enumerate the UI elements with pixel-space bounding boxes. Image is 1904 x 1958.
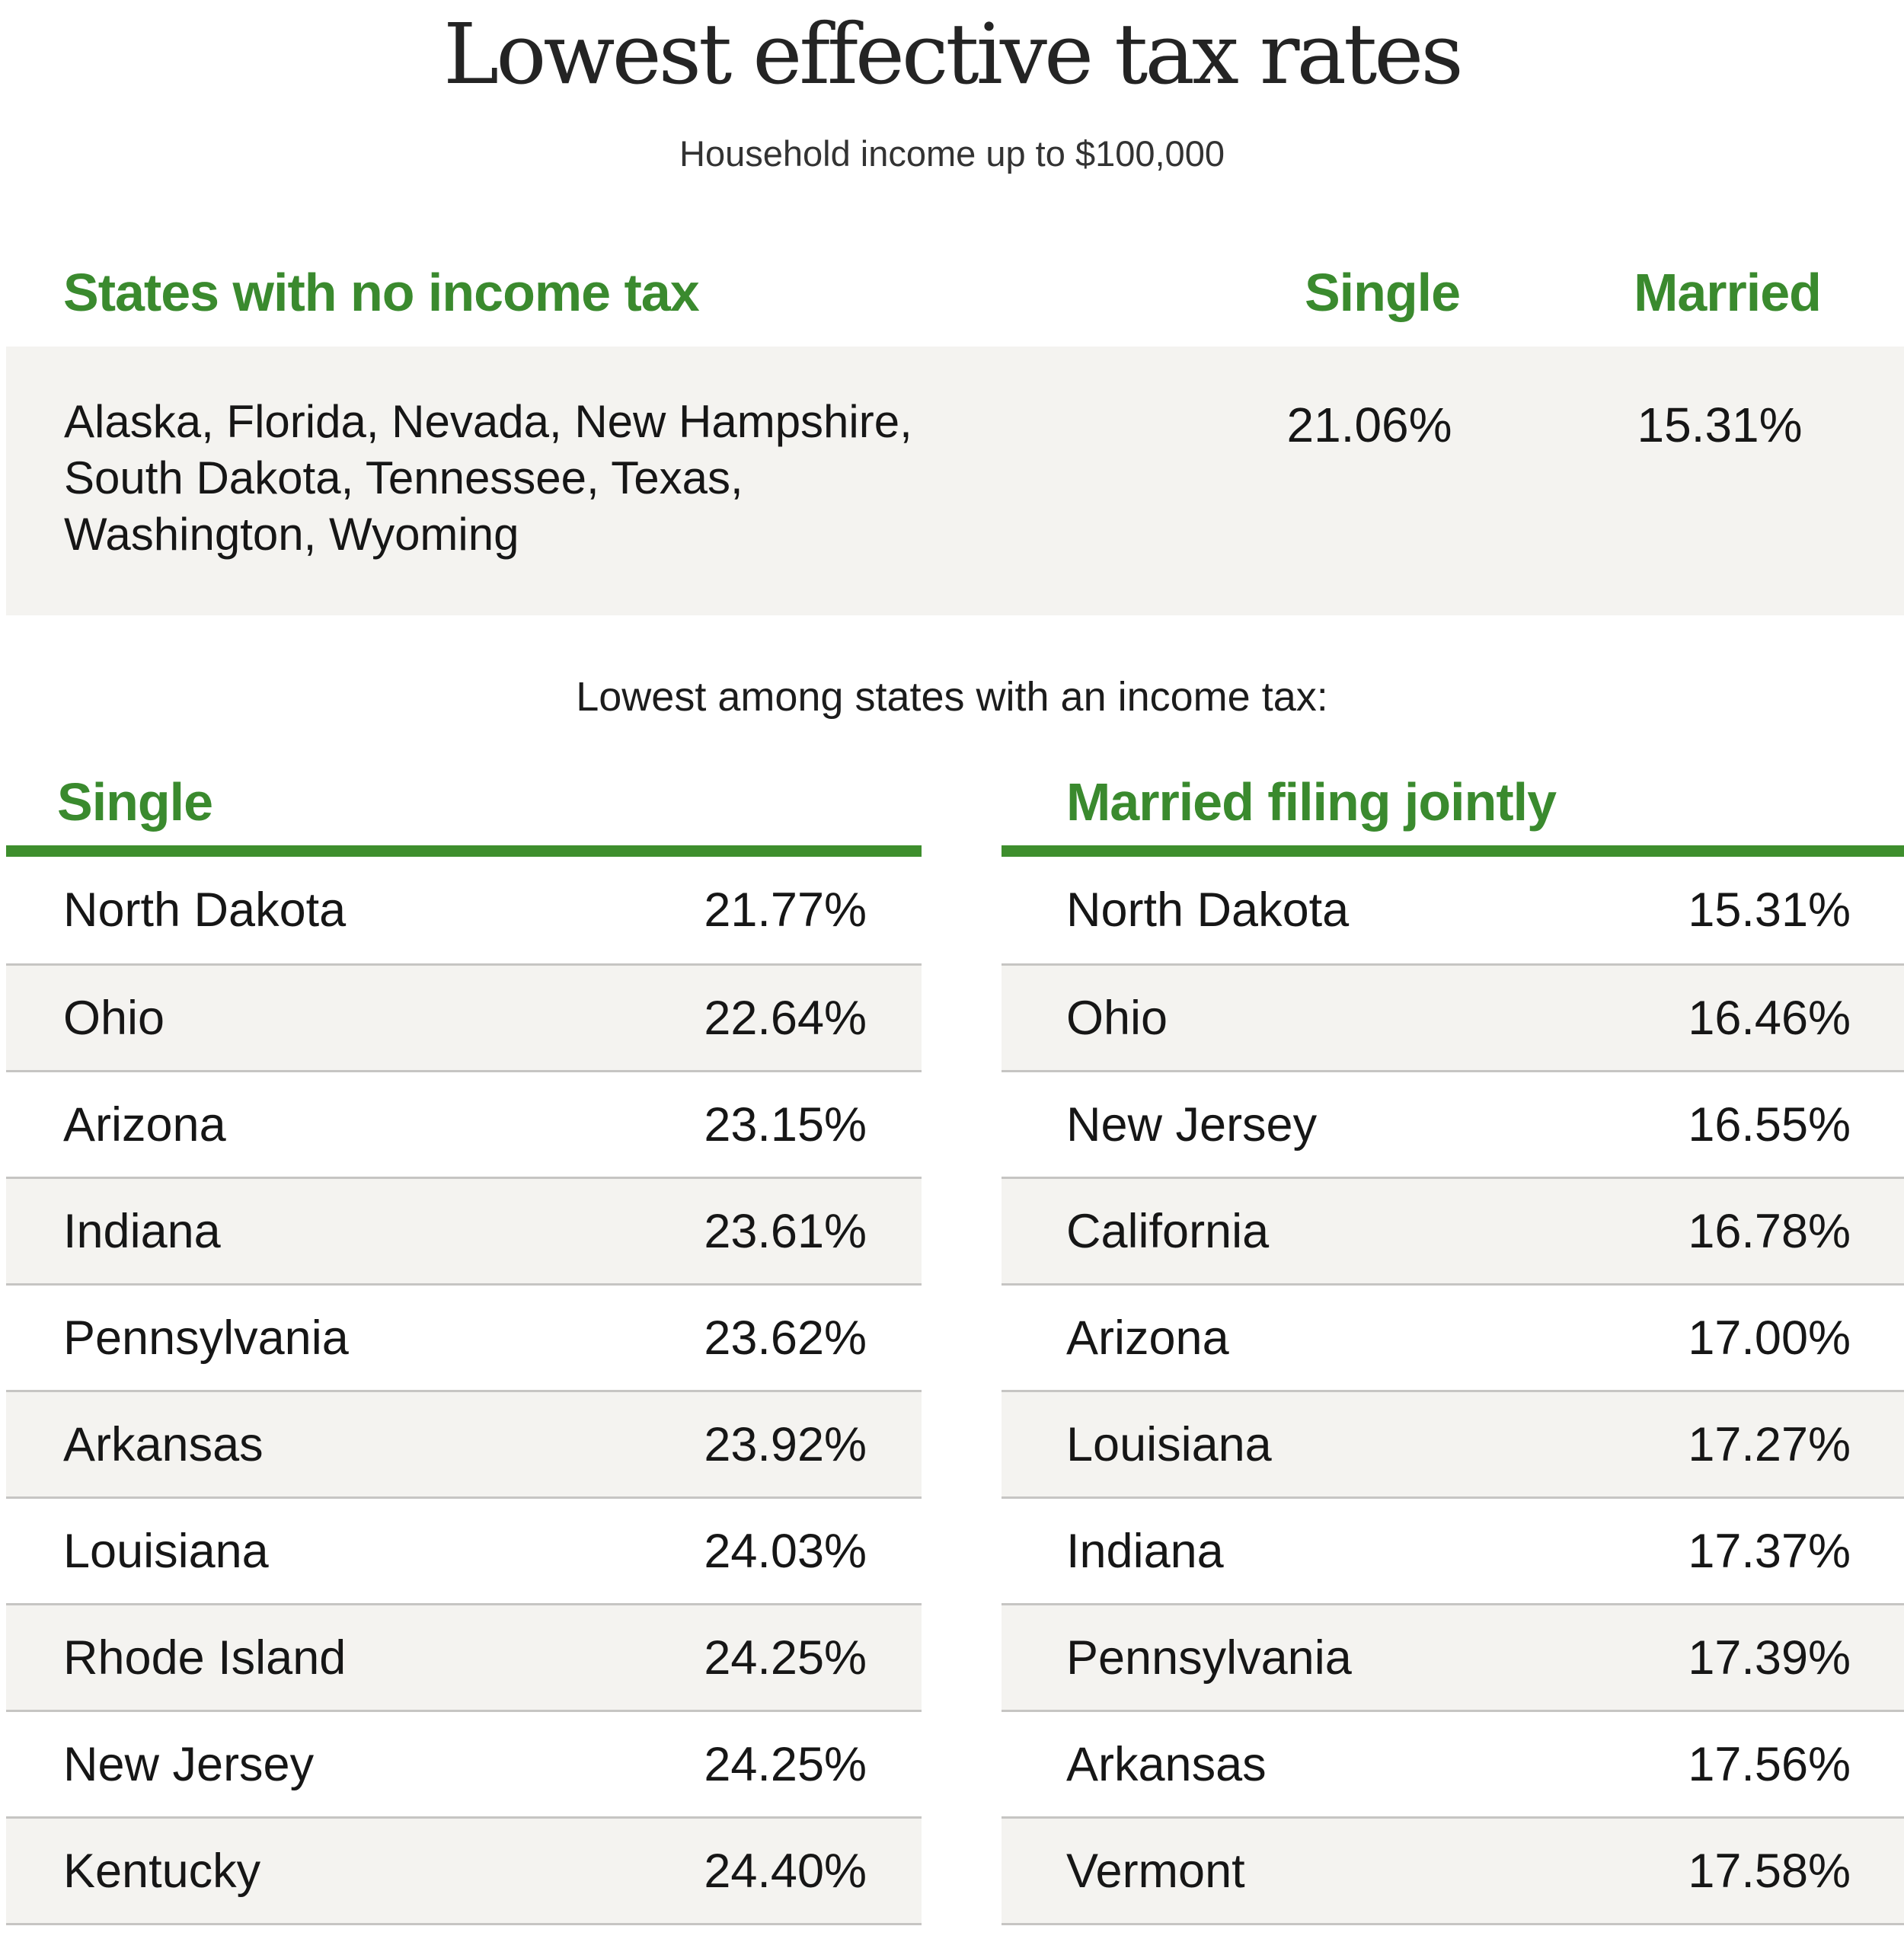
state-name: Vermont xyxy=(1066,1844,1245,1898)
state-name: Louisiana xyxy=(63,1524,269,1578)
state-name: New Jersey xyxy=(63,1737,315,1791)
tax-rate-value: 23.62% xyxy=(704,1311,867,1365)
table-row: Vermont 17.58% xyxy=(1002,1816,1904,1923)
state-name: Arizona xyxy=(63,1097,226,1151)
married-table-rows: North Dakota 15.31% Ohio 16.46% New Jersey 16… xyxy=(1002,857,1904,1925)
table-row: Arkansas 23.92% xyxy=(6,1390,922,1496)
married-table-header: Married filing jointly xyxy=(1066,772,1557,832)
table-row: North Dakota 15.31% xyxy=(1002,857,1904,963)
state-name: North Dakota xyxy=(1066,883,1350,937)
tax-rate-value: 24.40% xyxy=(704,1844,867,1898)
table-row: Ohio 22.64% xyxy=(6,963,922,1070)
table-row: Kentucky 24.40% xyxy=(6,1816,922,1923)
table-row: Arkansas 17.56% xyxy=(1002,1710,1904,1816)
tax-rate-value: 24.03% xyxy=(704,1524,867,1578)
state-name: Rhode Island xyxy=(63,1631,347,1685)
state-name: Arizona xyxy=(1066,1311,1229,1365)
single-table-header: Single xyxy=(57,772,213,832)
state-name: North Dakota xyxy=(63,883,347,937)
tax-rate-value: 17.58% xyxy=(1688,1844,1851,1898)
state-name: Arkansas xyxy=(1066,1737,1267,1791)
table-row: Pennsylvania 17.39% xyxy=(1002,1603,1904,1710)
tax-rate-value: 22.64% xyxy=(704,991,867,1045)
no-tax-states-line: South Dakota, Tennessee, Texas, xyxy=(64,452,743,503)
no-tax-states-line: Washington, Wyoming xyxy=(64,509,519,560)
no-tax-section-header: States with no income tax xyxy=(63,263,700,322)
tax-rate-value: 23.92% xyxy=(704,1417,867,1471)
tax-rate-value: 23.61% xyxy=(704,1204,867,1258)
middle-note: Lowest among states with an income tax: xyxy=(576,674,1328,720)
state-name: Ohio xyxy=(1066,991,1168,1045)
page-title: Lowest effective tax rates xyxy=(443,5,1464,103)
table-row: New Jersey 16.55% xyxy=(1002,1070,1904,1177)
state-name: Louisiana xyxy=(1066,1417,1272,1471)
state-name: Pennsylvania xyxy=(63,1311,349,1365)
table-row: Rhode Island 24.25% xyxy=(6,1603,922,1710)
table-row: Indiana 23.61% xyxy=(6,1177,922,1283)
tax-rate-value: 16.55% xyxy=(1688,1097,1851,1151)
single-table-rows: North Dakota 21.77% Ohio 22.64% Arizona 23.15… xyxy=(6,857,922,1925)
table-row: Pennsylvania 23.62% xyxy=(6,1283,922,1390)
green-divider-bar xyxy=(1002,845,1904,857)
tax-rate-value: 16.46% xyxy=(1688,991,1851,1045)
table-row: Ohio 16.46% xyxy=(1002,963,1904,1070)
state-name: Indiana xyxy=(63,1204,221,1258)
column-header-married: Married xyxy=(1634,263,1822,322)
column-header-single: Single xyxy=(1304,263,1461,322)
tax-rate-value: 15.31% xyxy=(1688,883,1851,937)
state-name: Pennsylvania xyxy=(1066,1631,1352,1685)
tax-rate-value: 17.00% xyxy=(1688,1311,1851,1365)
tax-rate-value: 24.25% xyxy=(704,1631,867,1685)
state-name: California xyxy=(1066,1204,1270,1258)
tax-rate-value: 17.27% xyxy=(1688,1417,1851,1471)
married-filers-table: Married filing jointly North Dakota 15.31… xyxy=(1002,772,1904,1925)
tax-rate-value: 16.78% xyxy=(1688,1204,1851,1258)
state-name: New Jersey xyxy=(1066,1097,1318,1151)
no-tax-states-list: Alaska, Florida, Nevada, New Hampshire, … xyxy=(64,394,912,563)
page-subtitle: Household income up to $100,000 xyxy=(679,133,1225,174)
green-divider-bar xyxy=(6,845,922,857)
tax-rate-value: 17.56% xyxy=(1688,1737,1851,1791)
state-name: Ohio xyxy=(63,991,165,1045)
table-row: Indiana 17.37% xyxy=(1002,1496,1904,1603)
state-name: Indiana xyxy=(1066,1524,1224,1578)
table-row: Arizona 23.15% xyxy=(6,1070,922,1177)
tax-rate-value: 21.77% xyxy=(704,883,867,937)
tax-rate-value: 23.15% xyxy=(704,1097,867,1151)
table-row: California 16.78% xyxy=(1002,1177,1904,1283)
single-filers-table: Single North Dakota 21.77% Ohio 22.64% Arizo… xyxy=(6,772,922,1925)
no-tax-single-rate: 21.06% xyxy=(1286,398,1452,452)
tax-rate-value: 17.37% xyxy=(1688,1524,1851,1578)
table-row: Louisiana 17.27% xyxy=(1002,1390,1904,1496)
no-tax-married-rate: 15.31% xyxy=(1637,398,1803,452)
table-row: Arizona 17.00% xyxy=(1002,1283,1904,1390)
tax-rate-value: 17.39% xyxy=(1688,1631,1851,1685)
tax-rate-value: 24.25% xyxy=(704,1737,867,1791)
table-row: Louisiana 24.03% xyxy=(6,1496,922,1603)
state-name: Arkansas xyxy=(63,1417,264,1471)
no-tax-states-line: Alaska, Florida, Nevada, New Hampshire, xyxy=(64,396,912,447)
state-name: Kentucky xyxy=(63,1844,261,1898)
table-row: North Dakota 21.77% xyxy=(6,857,922,963)
no-tax-states-panel: Alaska, Florida, Nevada, New Hampshire, … xyxy=(6,347,1904,615)
table-row: New Jersey 24.25% xyxy=(6,1710,922,1816)
